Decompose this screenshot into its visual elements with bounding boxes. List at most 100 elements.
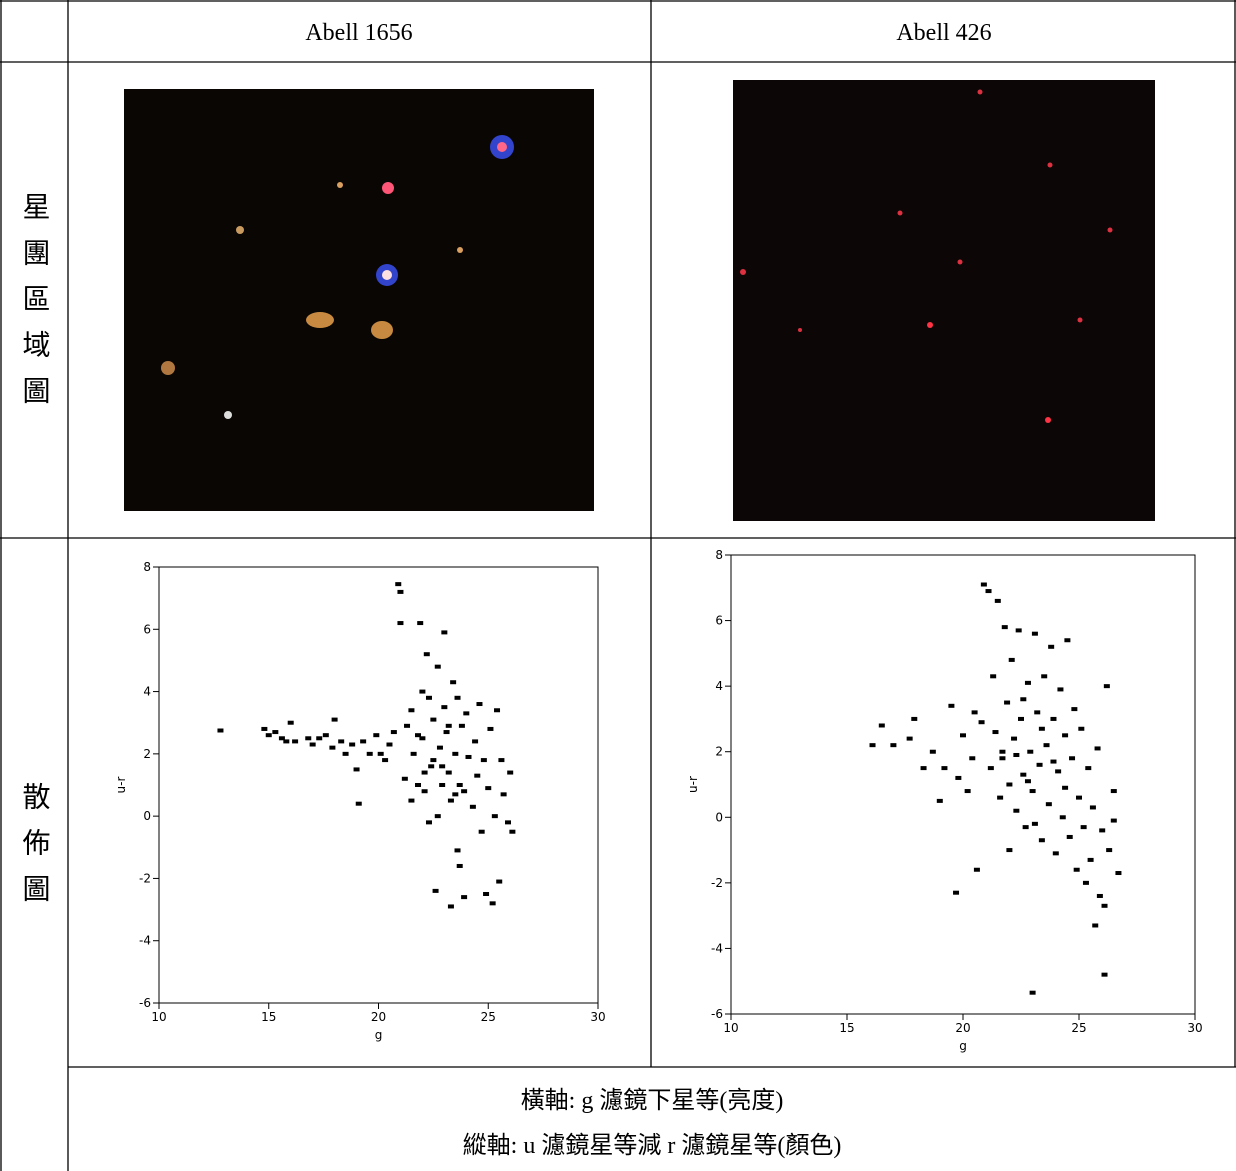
cluster-image-abell-1656 <box>124 89 594 511</box>
point <box>496 879 503 884</box>
point <box>472 739 479 744</box>
point <box>1085 766 1092 771</box>
point <box>1018 716 1024 721</box>
point <box>408 708 415 713</box>
point <box>450 680 457 685</box>
point <box>953 890 960 895</box>
point <box>421 770 428 775</box>
point <box>1099 828 1106 833</box>
point <box>1096 893 1103 898</box>
point <box>421 789 428 794</box>
x-tick-label: 15 <box>261 1010 276 1024</box>
star <box>798 328 802 332</box>
point <box>283 739 290 744</box>
point <box>217 728 224 733</box>
point <box>415 733 422 738</box>
point <box>1031 821 1038 826</box>
point <box>441 705 448 710</box>
point <box>1031 631 1038 636</box>
scatter-chart: 10 15 20 25 30 -6 -4 -2 0 2 4 6 8 g u-r <box>686 548 1203 1053</box>
point <box>349 742 356 747</box>
point <box>309 742 316 747</box>
point <box>401 776 408 781</box>
point <box>439 783 446 787</box>
y-tick-label: 6 <box>715 614 723 628</box>
star <box>740 269 746 275</box>
point <box>1066 834 1073 839</box>
point <box>1062 785 1069 790</box>
point <box>985 589 992 594</box>
point <box>465 754 472 759</box>
point <box>1101 972 1108 977</box>
point <box>434 814 441 819</box>
point <box>920 766 927 771</box>
point <box>1057 687 1064 692</box>
point <box>445 770 452 775</box>
point <box>425 820 432 825</box>
point <box>415 783 422 787</box>
x-tick-label: 10 <box>151 1010 166 1024</box>
point <box>999 756 1006 761</box>
point <box>397 589 404 594</box>
point <box>992 730 999 735</box>
point <box>485 786 492 791</box>
point <box>941 766 948 771</box>
point <box>447 798 454 803</box>
point <box>342 751 349 756</box>
cluster-image-abell-426 <box>733 80 1155 521</box>
y-tick-label: 2 <box>715 745 723 759</box>
point <box>265 733 272 738</box>
x-axis-label: g <box>959 1039 967 1053</box>
star <box>1107 227 1113 233</box>
point <box>316 736 323 741</box>
point <box>1106 848 1113 853</box>
point <box>1087 857 1094 862</box>
x-tick-label: 25 <box>481 1010 496 1024</box>
point <box>960 733 966 738</box>
point <box>878 723 885 728</box>
point <box>505 820 512 825</box>
caption: 橫軸: g 濾鏡下星等(亮度) <box>521 1087 784 1114</box>
point <box>1022 825 1029 830</box>
star <box>1045 417 1051 423</box>
point <box>397 621 404 626</box>
point <box>1029 990 1036 995</box>
point <box>452 792 459 797</box>
point <box>509 829 516 834</box>
star <box>382 182 394 194</box>
y-tick-label: -6 <box>139 996 151 1010</box>
point <box>408 798 415 803</box>
point <box>1115 871 1122 876</box>
point <box>994 598 1001 603</box>
point <box>432 888 439 893</box>
point <box>955 775 962 780</box>
plot-frame <box>158 566 599 1004</box>
point <box>1013 808 1020 813</box>
point <box>478 829 485 834</box>
star <box>977 89 983 95</box>
point <box>447 904 454 909</box>
galaxy <box>306 312 334 328</box>
point <box>417 621 424 626</box>
point <box>487 726 494 731</box>
star <box>927 322 933 328</box>
star <box>382 270 392 280</box>
point <box>382 758 389 763</box>
point <box>278 736 285 741</box>
point <box>454 848 461 853</box>
row-label: 星團區域圖 <box>19 192 50 422</box>
point <box>1027 749 1034 754</box>
point <box>360 739 367 744</box>
point <box>1050 759 1057 764</box>
y-tick-label: -6 <box>711 1007 723 1021</box>
point <box>404 723 411 728</box>
point <box>1013 752 1020 757</box>
point <box>1101 903 1108 908</box>
point <box>969 756 976 761</box>
point <box>331 717 338 722</box>
point <box>395 582 402 587</box>
galaxy <box>337 182 343 188</box>
galaxy <box>161 361 175 375</box>
